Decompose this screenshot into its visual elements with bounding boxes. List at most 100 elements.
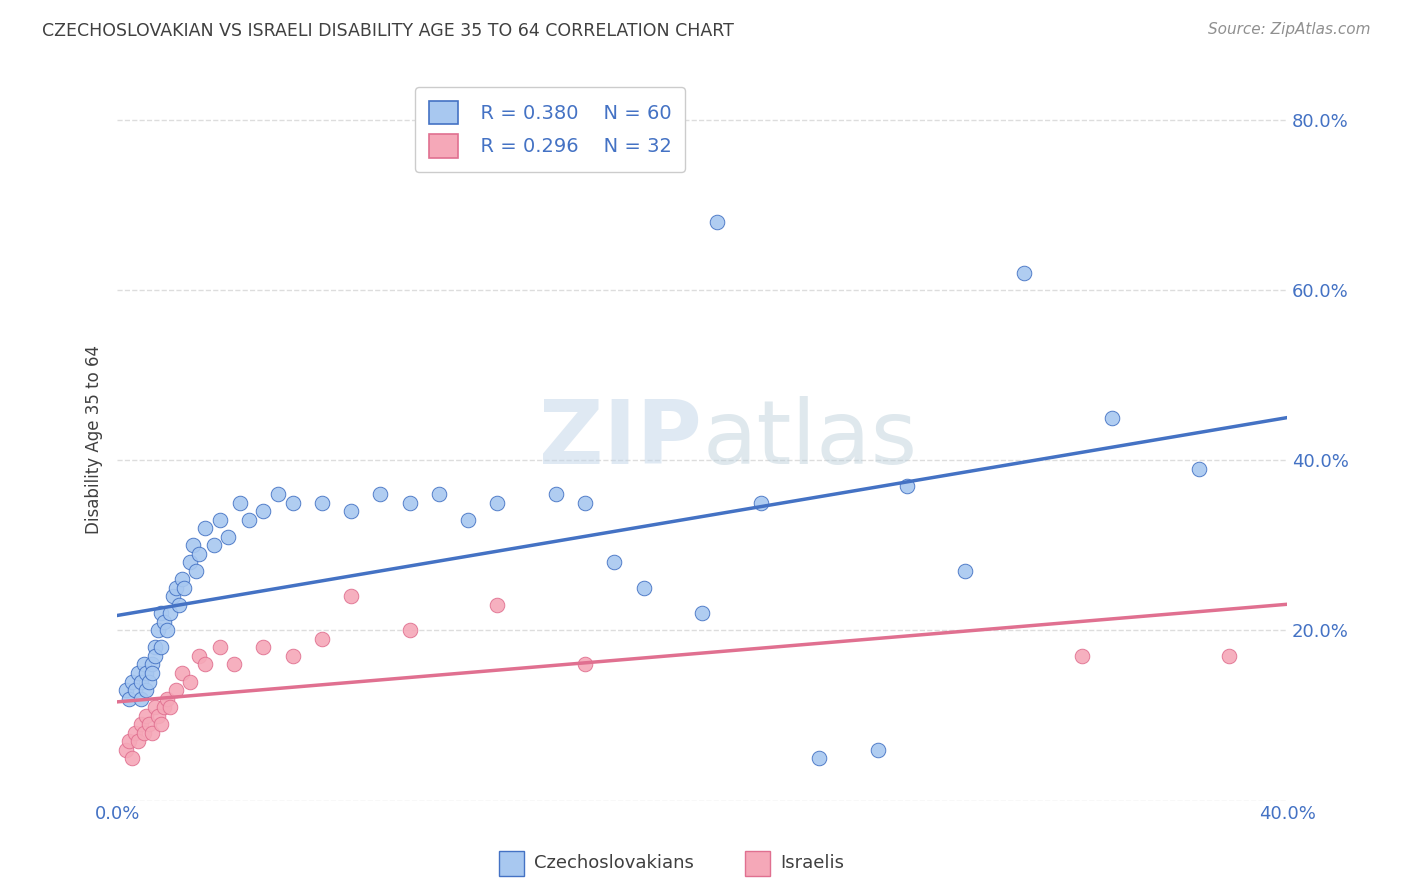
Point: [179, 555, 201, 569]
Point: [179, 674, 201, 689]
Point: [124, 725, 146, 739]
Point: [188, 648, 211, 663]
Point: [208, 513, 231, 527]
Point: [281, 648, 304, 663]
Point: [311, 496, 333, 510]
Point: [202, 538, 225, 552]
Point: [141, 665, 163, 680]
Point: [311, 632, 333, 646]
Point: [162, 590, 184, 604]
Point: [267, 487, 290, 501]
Text: ZIP: ZIP: [540, 395, 702, 483]
Point: [252, 504, 274, 518]
Point: [340, 504, 363, 518]
Point: [1071, 648, 1094, 663]
Y-axis label: Disability Age 35 to 64: Disability Age 35 to 64: [86, 344, 103, 533]
Point: [866, 742, 889, 756]
Point: [1101, 410, 1123, 425]
Point: [574, 496, 596, 510]
Point: [153, 700, 176, 714]
Point: [181, 538, 204, 552]
Point: [135, 683, 157, 698]
Point: [486, 496, 509, 510]
Point: [208, 640, 231, 655]
Point: [398, 624, 420, 638]
Point: [186, 564, 208, 578]
Legend:   R = 0.380    N = 60,   R = 0.296    N = 32: R = 0.380 N = 60, R = 0.296 N = 32: [415, 87, 685, 171]
Point: [115, 683, 138, 698]
Point: [690, 607, 713, 621]
Point: [156, 691, 179, 706]
Point: [115, 742, 138, 756]
Point: [340, 590, 363, 604]
Point: [146, 708, 169, 723]
Point: [165, 683, 187, 698]
Point: [129, 717, 152, 731]
Point: [138, 717, 160, 731]
Point: [132, 725, 155, 739]
Point: [896, 479, 918, 493]
Point: [170, 573, 193, 587]
Point: [132, 657, 155, 672]
Point: [129, 674, 152, 689]
Point: [170, 665, 193, 680]
Text: Israelis: Israelis: [780, 855, 845, 872]
Point: [238, 513, 260, 527]
Point: [808, 751, 831, 765]
Point: [124, 683, 146, 698]
Point: [194, 521, 217, 535]
Text: atlas: atlas: [702, 395, 917, 483]
Point: [252, 640, 274, 655]
Point: [146, 624, 169, 638]
Point: [603, 555, 626, 569]
Point: [457, 513, 479, 527]
Point: [224, 657, 246, 672]
Point: [150, 607, 173, 621]
Point: [135, 708, 157, 723]
Point: [121, 751, 143, 765]
Point: [129, 691, 152, 706]
Point: [141, 725, 163, 739]
Point: [749, 496, 772, 510]
Point: [188, 547, 211, 561]
Point: [544, 487, 567, 501]
Point: [633, 581, 655, 595]
Point: [141, 657, 163, 672]
Point: [167, 598, 190, 612]
Point: [156, 624, 179, 638]
Point: [370, 487, 392, 501]
Point: [229, 496, 252, 510]
Point: [159, 607, 181, 621]
Point: [118, 734, 141, 748]
Point: [1188, 462, 1211, 476]
Point: [574, 657, 596, 672]
Point: [194, 657, 217, 672]
Point: [159, 700, 181, 714]
Point: [121, 674, 143, 689]
Point: [150, 640, 173, 655]
Point: [153, 615, 176, 629]
Point: [281, 496, 304, 510]
Point: [127, 665, 149, 680]
Point: [118, 691, 141, 706]
Text: CZECHOSLOVAKIAN VS ISRAELI DISABILITY AGE 35 TO 64 CORRELATION CHART: CZECHOSLOVAKIAN VS ISRAELI DISABILITY AG…: [42, 22, 734, 40]
Point: [1012, 266, 1035, 280]
Point: [165, 581, 187, 595]
Point: [143, 648, 166, 663]
Point: [135, 665, 157, 680]
Point: [427, 487, 450, 501]
Point: [173, 581, 195, 595]
Point: [138, 674, 160, 689]
Point: [150, 717, 173, 731]
Text: Czechoslovakians: Czechoslovakians: [534, 855, 695, 872]
Point: [706, 215, 728, 229]
Point: [398, 496, 420, 510]
Point: [217, 530, 239, 544]
Point: [127, 734, 149, 748]
Point: [143, 700, 166, 714]
Point: [486, 598, 509, 612]
Point: [1218, 648, 1240, 663]
Point: [955, 564, 977, 578]
Point: [143, 640, 166, 655]
Text: Source: ZipAtlas.com: Source: ZipAtlas.com: [1208, 22, 1371, 37]
